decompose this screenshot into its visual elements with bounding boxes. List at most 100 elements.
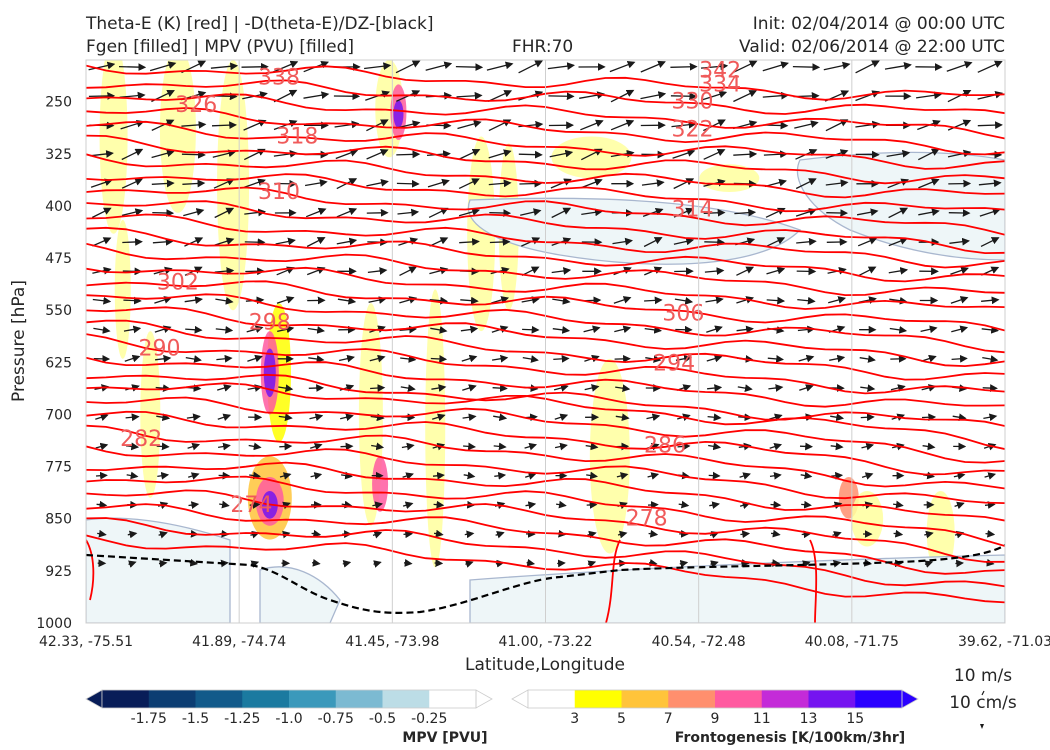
wind-vector: [338, 354, 355, 363]
colorbar-swatch: [242, 690, 290, 708]
mpv-fill-region: [259, 566, 341, 623]
wind-vector: [768, 384, 784, 392]
wind-vector: [613, 296, 632, 304]
y-tick-label: 400: [45, 199, 72, 215]
colorbar-swatch: [808, 690, 856, 708]
wind-vector: [368, 296, 387, 304]
wind-vector: [707, 384, 723, 392]
fgen-colorbar: 3 5 7 9 11 13 15: [511, 689, 919, 727]
wind-vector: [425, 61, 453, 71]
colorbar-swatch: [148, 690, 196, 708]
wind-vector: [156, 413, 171, 422]
wind-vector: [397, 208, 420, 217]
wind-vector: [187, 442, 201, 451]
wind-vector: [553, 384, 569, 392]
wind-vector: [95, 413, 109, 421]
colorbar-tick-label: 5: [617, 711, 626, 727]
y-tick-label: 550: [45, 303, 72, 319]
wind-vector: [733, 150, 758, 159]
wind-vector: [585, 442, 599, 451]
wind-vector: [215, 325, 234, 334]
wind-vector: [372, 531, 383, 539]
x-tick-label: 41.45, -73.98: [345, 634, 439, 650]
wind-vector: [704, 267, 725, 275]
wind-vector: [395, 60, 421, 74]
wind-vector: [366, 179, 389, 187]
wind-vector: [184, 296, 203, 305]
wind-vector: [524, 442, 538, 451]
wind-vector: [211, 121, 237, 130]
wind-vector: [859, 355, 876, 363]
colorbar-tick-label: -1.25: [224, 711, 260, 727]
wind-vector: [920, 325, 938, 334]
wind-vector: [831, 471, 844, 480]
wind-vector: [124, 354, 141, 363]
wind-vector: [977, 121, 1003, 130]
fgen-fill-region: [851, 490, 884, 547]
wind-vector: [278, 413, 293, 422]
wind-vector: [429, 296, 449, 305]
colorbar-extend-arrow: [85, 689, 103, 709]
wind-vector: [92, 237, 112, 247]
theta-e-contour-label: 294: [653, 352, 695, 377]
wind-vector: [487, 90, 513, 102]
colorbar-tick-label: 9: [711, 711, 720, 727]
wind-vector: [305, 207, 327, 218]
wind-vector: [549, 149, 574, 158]
wind-vector: [97, 529, 107, 538]
wind-vector: [462, 413, 477, 422]
wind-vector: [248, 442, 262, 451]
wind-vector: [952, 413, 967, 422]
wind-vector: [157, 471, 170, 480]
colorbar-swatch: [715, 690, 763, 708]
wind-vector: [703, 208, 726, 217]
colorbar-tick-label: -1.0: [275, 711, 302, 727]
wind-vector: [432, 413, 446, 421]
title-line-1: Theta-E (K) [red] | -D(theta-E)/DZ-[blac…: [86, 14, 434, 34]
colorbar-swatch: [335, 690, 383, 708]
wind-vector: [210, 62, 239, 71]
wind-vector: [985, 558, 995, 567]
colorbar-swatch: [761, 690, 809, 708]
wind-vector: [766, 266, 786, 275]
wind-vector: [587, 560, 597, 568]
wind-vector: [918, 148, 940, 161]
wind-vector: [675, 354, 692, 363]
colorbar-tick-label: 11: [753, 711, 771, 727]
wind-vector: [670, 92, 698, 101]
theta-e-contour-label: 318: [276, 124, 318, 149]
wind-vector: [455, 63, 484, 72]
wind-vector: [126, 471, 139, 480]
wind-vector: [181, 121, 207, 129]
wind-vector: [372, 501, 383, 510]
theta-e-contour-label: 306: [662, 302, 704, 327]
colorbar-swatch: [528, 690, 576, 708]
wind-vector: [769, 471, 782, 480]
y-tick-label: 325: [45, 147, 72, 163]
wind-vector: [739, 472, 751, 480]
wind-vector: [857, 237, 878, 247]
wind-vector: [586, 471, 598, 480]
wind-vector: [123, 325, 142, 334]
colorbar-swatch: [195, 690, 243, 708]
wind-vector: [888, 207, 909, 219]
wind-vector: [304, 179, 328, 187]
colorbar-swatch: [429, 690, 477, 708]
wind-vector: [979, 208, 1001, 217]
wind-reference-label-1: 10 m/s: [954, 666, 1012, 686]
wind-vector: [493, 413, 508, 422]
wind-vector: [524, 472, 537, 480]
theta-e-contour-line: [809, 539, 818, 623]
wind-vector: [677, 442, 691, 451]
wind-vector: [120, 119, 145, 130]
wind-vector: [644, 325, 662, 334]
wind-vector: [888, 267, 909, 275]
wind-vector: [609, 60, 636, 73]
wind-vector: [980, 237, 1000, 247]
wind-vector: [185, 325, 203, 334]
wind-vector: [550, 178, 572, 189]
wind-vector: [458, 208, 481, 217]
wind-vector: [433, 529, 444, 538]
wind-vector: [127, 530, 138, 539]
theta-e-contour-label: 278: [626, 507, 668, 532]
